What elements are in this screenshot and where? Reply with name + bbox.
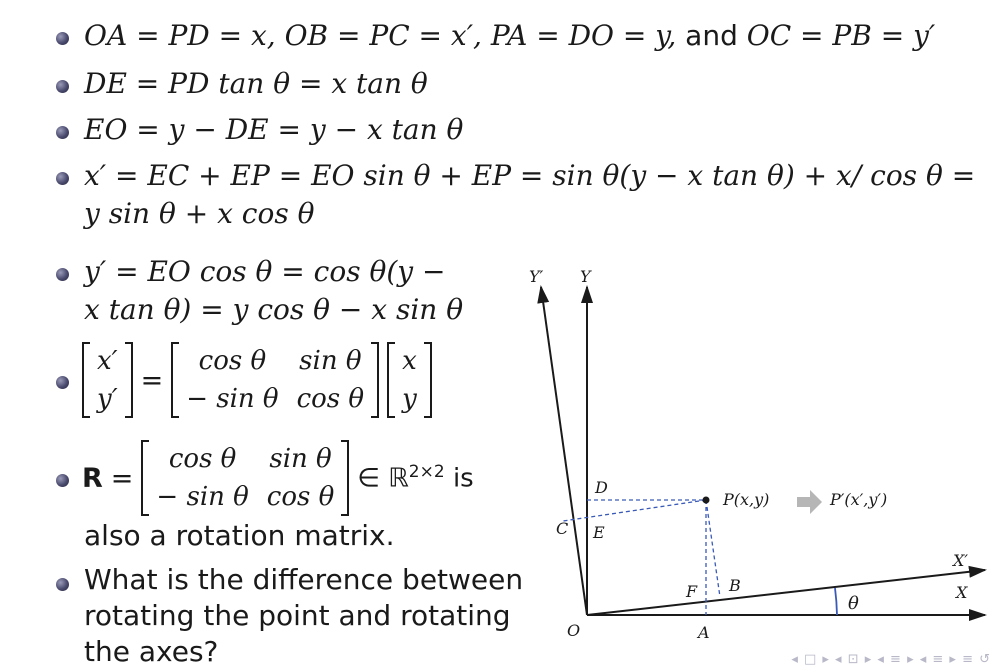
y-prime-label: Y′: [529, 267, 544, 286]
bullet-icon: [56, 268, 69, 281]
question-line: rotating the point and rotating: [84, 599, 511, 632]
y-label: Y: [580, 267, 592, 286]
bullet-icon: [56, 80, 69, 93]
beamer-navigation[interactable]: ◂ □ ▸ ◂ ⊡ ▸ ◂ ≡ ▸ ◂ ≡ ▸ ≡ ↺: [791, 652, 991, 667]
equation-4a: x′ = EC + EP = EO sin θ + EP = sin θ(y −…: [84, 159, 976, 192]
bullet-icon: [56, 32, 69, 45]
vector-entry: x′: [97, 346, 118, 376]
matrix-entry: cos θ: [266, 482, 335, 512]
matrix-entry: sin θ: [269, 444, 332, 474]
dimension-superscript: 2×2: [408, 462, 445, 483]
point-p: [702, 496, 710, 504]
x-prime-axis: [586, 565, 987, 616]
equation-1a: OA = PD = x, OB = PC = x′, PA = DO = y,: [84, 19, 677, 52]
equation-3: EO = y − DE = y − x tan θ: [84, 113, 464, 146]
matrix-entry: sin θ: [299, 346, 362, 376]
question-text: What is the difference between rotating …: [84, 562, 523, 670]
point-a-label: A: [696, 623, 710, 642]
is-word: is: [444, 463, 474, 494]
matrix-equation: x′ y′ = cos θ − sin θ sin θ cos θ x y: [82, 342, 432, 418]
and-word: and: [676, 19, 747, 52]
origin-label: O: [567, 621, 580, 640]
bullet-icon: [56, 172, 69, 185]
question-line: the axes?: [84, 635, 219, 668]
x-label: X: [954, 583, 968, 602]
membership-text: ∈ ℝ: [357, 463, 409, 494]
equation-4b: y sin θ + x cos θ: [84, 197, 315, 230]
transform-arrow-icon: [797, 490, 822, 514]
question-line: What is the difference between: [84, 563, 524, 596]
point-c-label: C: [556, 519, 568, 538]
vector-entry: x: [402, 346, 417, 376]
equals-sign: =: [140, 364, 164, 396]
vector-entry: y′: [97, 384, 118, 414]
equation-2: DE = PD tan θ = x tan θ: [84, 67, 428, 100]
matrix-entry: cos θ: [296, 384, 365, 414]
angle-arc: [834, 587, 838, 616]
matrix-entry: − sin θ: [156, 482, 249, 512]
y-prime-axis: [537, 285, 588, 616]
point-p-label: P(x,y): [722, 490, 769, 509]
diagram-labels: Y′ Y X′ X O A B C D E F θ P(x,y) P′(x′,y…: [529, 267, 968, 642]
bullet-icon: [56, 474, 69, 487]
matrix-entry: − sin θ: [186, 384, 279, 414]
bullet-icon: [56, 376, 69, 389]
bullet-icon: [56, 126, 69, 139]
equation-5a: y′ = EO cos θ = cos θ(y −: [84, 255, 446, 288]
point-e-label: E: [592, 523, 605, 542]
vector-x-prime: x′ y′: [82, 342, 133, 418]
point-p-prime-label: P′(x′,y′): [829, 490, 887, 509]
bullet-icon: [56, 578, 69, 591]
construction-lines: [562, 499, 721, 615]
vector-entry: y: [402, 384, 417, 414]
vector-x: x y: [387, 342, 432, 418]
equation-1b: OC = PB = y′: [746, 19, 936, 52]
equals-sign: =: [110, 462, 134, 494]
matrix-entry: cos θ: [168, 444, 237, 474]
rotation-matrix-definition: R = cos θ − sin θ sin θ cos θ ∈ ℝ2×2 is: [82, 440, 474, 516]
point-d-label: D: [594, 478, 608, 497]
rotation-matrix: cos θ − sin θ sin θ cos θ: [171, 342, 379, 418]
point-f-label: F: [685, 582, 698, 601]
theta-label: θ: [848, 593, 859, 614]
rotation-matrix: cos θ − sin θ sin θ cos θ: [141, 440, 350, 516]
x-prime-label: X′: [951, 551, 968, 570]
matrix-symbol: R: [82, 462, 103, 494]
matrix-entry: cos θ: [198, 346, 267, 376]
point-b-label: B: [728, 576, 741, 595]
equation-5b: x tan θ) = y cos θ − x sin θ: [84, 293, 464, 326]
rotation-matrix-continuation: also a rotation matrix.: [84, 519, 395, 552]
